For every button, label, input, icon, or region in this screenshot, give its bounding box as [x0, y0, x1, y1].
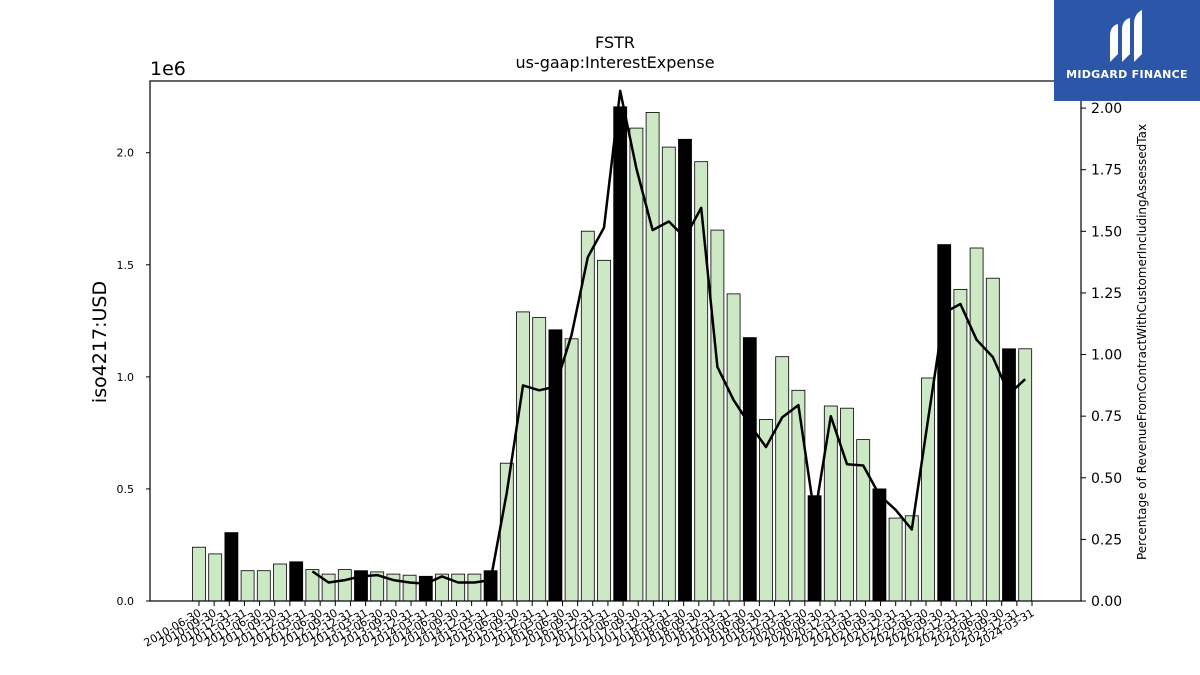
y-axis-label: iso4217:USD	[89, 281, 111, 403]
y2-tick-label: 1.25	[1091, 286, 1122, 302]
bar-2021-12-31	[937, 244, 952, 602]
bar-2020-12-31	[872, 488, 887, 602]
bar-2017-06-30	[645, 112, 660, 602]
y2-tick-label: 0.25	[1091, 532, 1122, 548]
bar-2010-12-31	[224, 532, 239, 602]
bar-2020-09-30	[856, 439, 871, 602]
bar-2017-03-31	[629, 127, 644, 602]
bar-2014-09-30	[467, 573, 482, 602]
bar-2014-06-30	[451, 573, 466, 602]
bar-2015-03-31	[499, 462, 514, 602]
bar-2015-09-30	[532, 317, 547, 602]
bar-2016-03-31	[564, 338, 579, 602]
bar-2020-03-31	[823, 405, 838, 602]
bar-2019-09-30	[791, 389, 806, 602]
bars-layer	[192, 106, 1033, 602]
y2-axis-label: Percentage of RevenueFromContractWithCus…	[1135, 124, 1149, 560]
bar-2018-03-31	[694, 161, 709, 602]
y2-tick-label: 1.75	[1091, 163, 1122, 179]
y2-tick-label: 0.75	[1091, 409, 1122, 425]
logo-mark-icon	[1110, 10, 1142, 62]
bar-2016-12-31	[613, 106, 628, 602]
y-tick-label: 0.0	[117, 595, 135, 608]
plot-frame	[149, 80, 1082, 602]
brand-logo: MIDGARD FINANCE	[1054, 0, 1200, 101]
bar-2022-09-30	[985, 277, 1000, 602]
bar-2011-06-30	[256, 570, 271, 602]
y2-axis-ticks: 0.00 0.25 0.50 0.75 1.00 1.25 1.50 1.75 2.00	[1081, 101, 1122, 610]
bar-2012-09-30	[337, 569, 352, 602]
bar-2010-06-30	[192, 546, 206, 602]
y2-tick-label: 1.00	[1091, 348, 1122, 364]
bar-2022-06-30	[969, 247, 984, 602]
bar-2013-12-31	[418, 575, 433, 602]
bar-2023-03-31	[1018, 348, 1033, 602]
bar-2018-06-30	[710, 229, 725, 602]
bar-2018-12-31	[742, 337, 757, 602]
bar-2018-09-30	[726, 293, 741, 602]
percentage-line	[311, 89, 1027, 585]
y2-tick-label: 0.50	[1091, 471, 1122, 487]
y-axis-ticks: 0.0 0.5 1.0 1.5 2.0	[117, 147, 150, 608]
bar-2011-03-31	[240, 570, 255, 602]
bar-2013-09-30	[402, 574, 417, 602]
bar-2019-06-30	[775, 356, 790, 602]
y2-tick-label: 0.00	[1091, 594, 1122, 610]
bar-2011-12-31	[289, 561, 304, 602]
chart-subtitle: us-gaap:InterestExpense	[515, 53, 714, 72]
chart-title: FSTR	[595, 33, 635, 52]
bar-2021-03-31	[888, 517, 903, 602]
y-tick-label: 0.5	[117, 483, 135, 496]
bar-2015-06-30	[516, 311, 530, 602]
y-tick-label: 2.0	[117, 147, 135, 160]
bar-2021-09-30	[921, 377, 935, 602]
x-axis-ticks: 2010-06-302010-09-302010-12-312011-03-31…	[142, 601, 1037, 650]
brand-logo-text: MIDGARD FINANCE	[1066, 68, 1188, 81]
bar-2016-06-30	[580, 230, 595, 602]
y-multiplier: 1e6	[150, 58, 186, 80]
bar-2016-09-30	[597, 259, 611, 602]
line-layer	[311, 89, 1027, 585]
y-tick-label: 1.0	[117, 371, 135, 384]
bar-2022-03-31	[953, 288, 968, 602]
y2-tick-label: 1.50	[1091, 224, 1122, 240]
bar-2017-09-30	[661, 146, 676, 602]
bar-2020-06-30	[840, 407, 854, 602]
bar-2010-09-30	[208, 553, 223, 602]
bar-2011-09-30	[273, 563, 287, 602]
y-tick-label: 1.5	[117, 259, 135, 272]
y2-tick-label: 2.00	[1091, 101, 1122, 117]
bar-2017-12-31	[678, 138, 692, 602]
